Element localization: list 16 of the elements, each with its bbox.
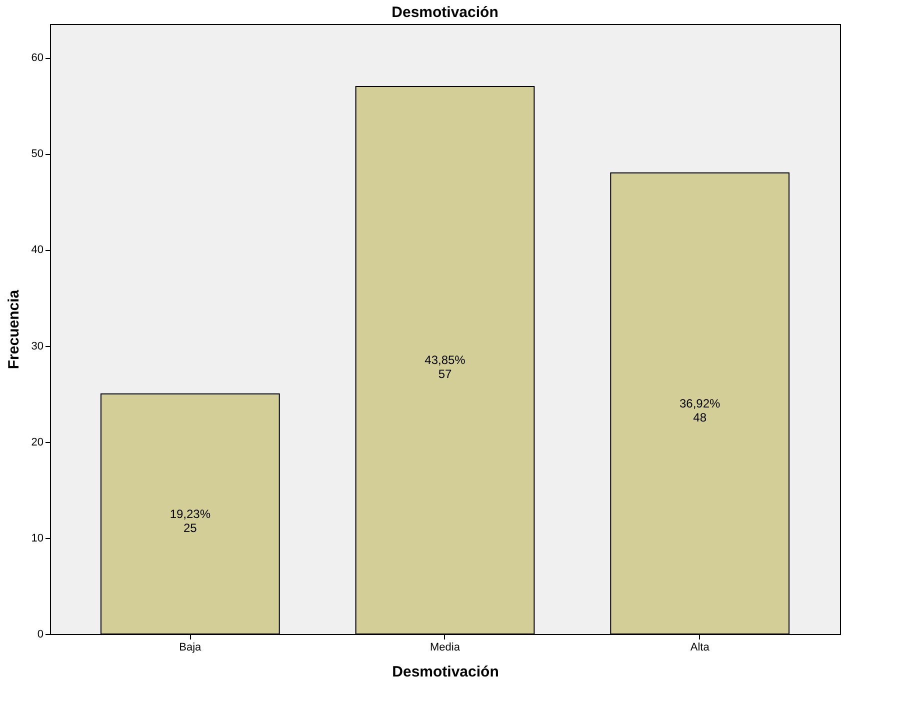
x-axis-title: Desmotivación [392,664,499,680]
x-tick-label: Baja [179,642,202,654]
y-tick-label: 30 [31,340,44,352]
chart-title: Desmotivación [392,4,498,21]
x-tick-label: Alta [690,642,710,654]
y-tick-label: 50 [31,148,44,160]
data-label: 36,92% 48 [679,396,721,424]
y-tick-label: 10 [31,532,44,544]
y-axis-title: Frecuencia [5,289,22,370]
y-tick-label: 0 [37,628,44,640]
x-tick-label: Media [430,642,461,654]
y-tick-label: 40 [31,244,44,256]
data-label: 43,85% 57 [424,353,466,382]
y-tick-label: 60 [31,52,44,64]
data-label: 19,23% 25 [170,506,211,535]
y-tick-label: 20 [31,436,44,448]
